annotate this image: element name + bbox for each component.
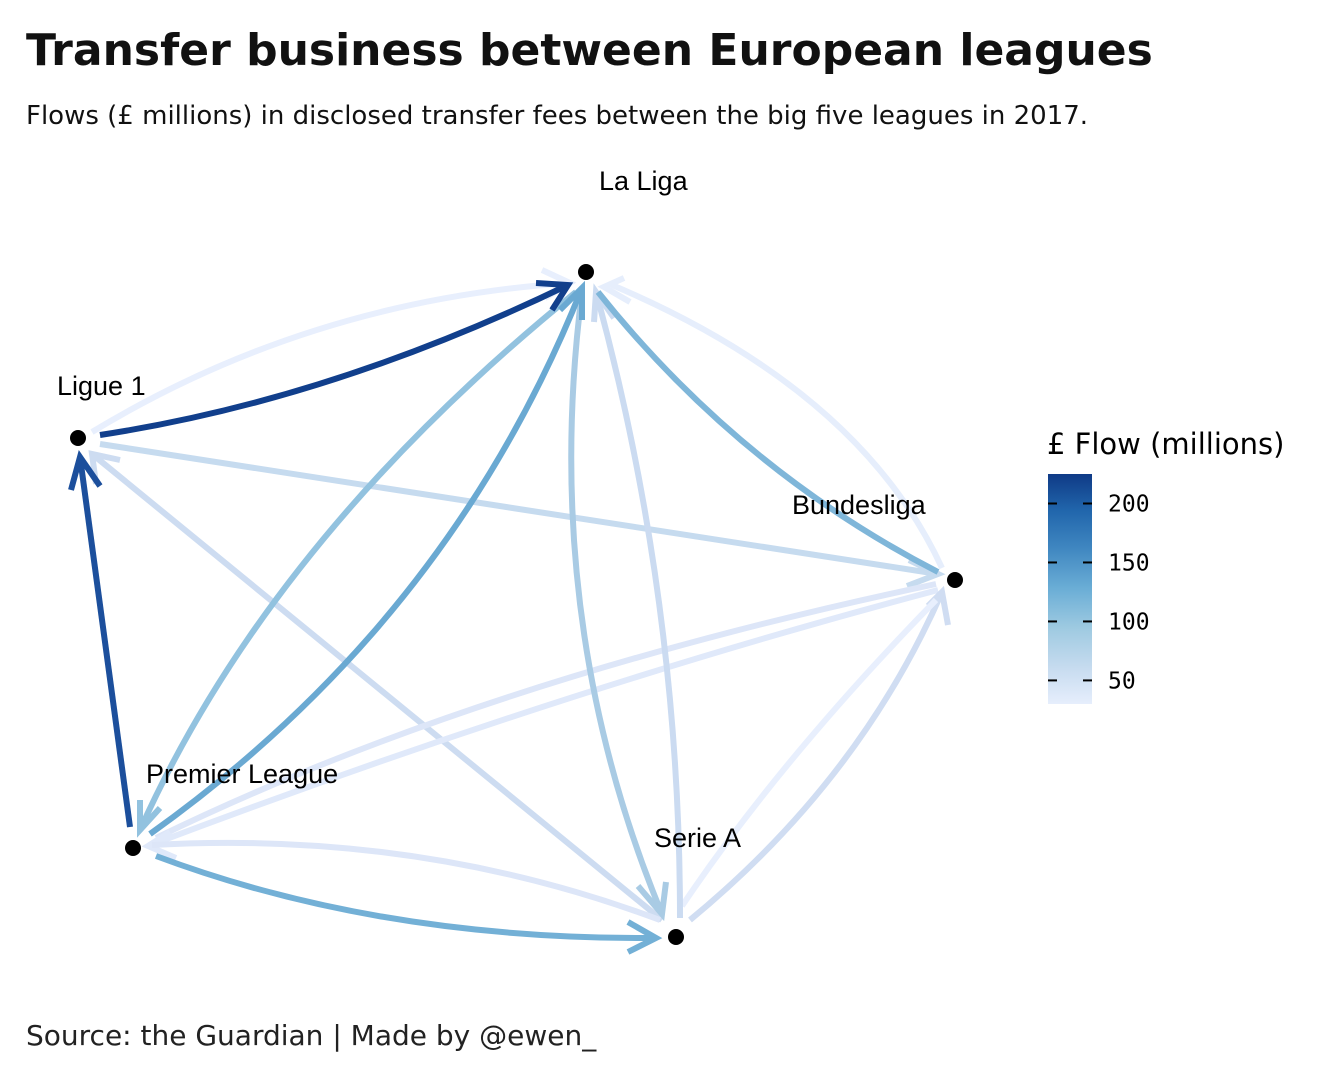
node-label-serie-a: Serie A	[654, 823, 741, 853]
edge-laliga-to-premier	[137, 289, 578, 838]
edge-laliga-to-seriea	[568, 291, 669, 922]
node-laliga	[578, 264, 594, 280]
legend-tick-label: 200	[1108, 491, 1150, 517]
node-label-laliga: La Liga	[599, 166, 689, 196]
edge-laliga-to-bundesliga	[595, 290, 940, 575]
edge-premier-to-laliga	[148, 280, 585, 837]
edge-premier-to-ligue1	[68, 449, 133, 828]
legend-tick-label: 150	[1108, 550, 1150, 576]
node-serie-a	[668, 929, 684, 945]
edge-ligue1-to-laliga-light	[90, 267, 577, 435]
edge-seriea-to-bundesliga	[688, 585, 951, 923]
chart-subtitle: Flows (£ millions) in disclosed transfer…	[26, 101, 1088, 131]
edge-ligue1-to-laliga	[99, 280, 574, 438]
legend-ticks: 200 150 100 50	[1048, 491, 1150, 694]
node-bundesliga	[947, 572, 963, 588]
legend: £ Flow (millions) 200 150 100 50	[1047, 427, 1284, 704]
edge-seriea-to-laliga	[591, 283, 683, 919]
edge-premier-to-bundesliga	[154, 581, 937, 841]
node-premier-league	[125, 840, 141, 856]
node-ligue1	[70, 430, 86, 446]
edge-seriea-to-premier	[151, 839, 662, 923]
flow-edges	[68, 267, 951, 955]
chart-title: Transfer business between European leagu…	[26, 25, 1153, 76]
edge-premier-to-seriea	[154, 853, 663, 955]
legend-colorbar	[1048, 474, 1092, 704]
node-label-bundesliga: Bundesliga	[792, 490, 927, 520]
legend-tick-label: 50	[1108, 668, 1136, 694]
node-label-ligue1: Ligue 1	[57, 371, 146, 401]
legend-title: £ Flow (millions)	[1047, 427, 1284, 461]
edge-bundesliga-to-laliga	[597, 275, 945, 570]
edge-bundesliga-to-premier	[141, 587, 939, 861]
edge-bundesliga-to-seriea	[679, 597, 939, 908]
legend-tick-label: 100	[1108, 609, 1150, 635]
chart-caption: Source: the Guardian | Made by @ewen_	[26, 1019, 597, 1052]
node-label-premier-league: Premier League	[146, 759, 338, 789]
